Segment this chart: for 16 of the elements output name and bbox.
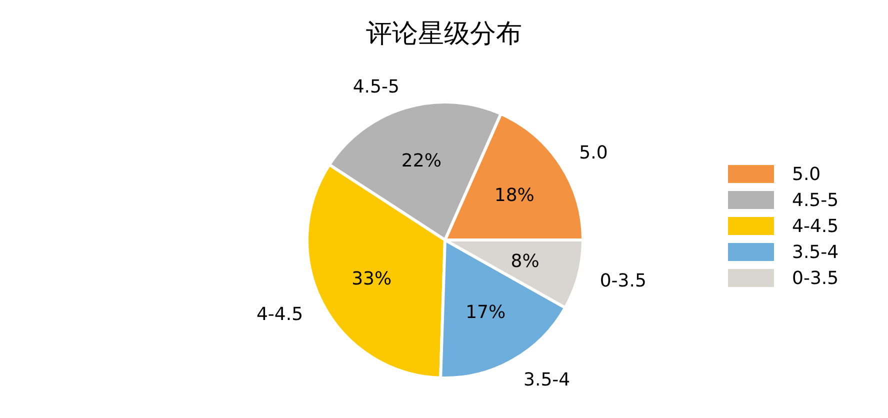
slice-label: 3.5-4 <box>524 369 570 390</box>
slice-label: 4-4.5 <box>256 304 304 326</box>
chart-title: 评论星级分布 <box>366 19 522 49</box>
data-label: 33% <box>352 268 392 290</box>
legend-label: 5.0 <box>792 164 821 185</box>
data-label: 18% <box>494 184 534 206</box>
data-label: 8% <box>510 251 540 272</box>
data-label: 22% <box>401 150 442 172</box>
legend-label: 4.5-5 <box>792 190 839 211</box>
legend-label: 0-3.5 <box>792 268 839 289</box>
legend-label: 3.5-4 <box>792 242 839 263</box>
data-label: 17% <box>466 302 506 324</box>
slice-label: 4.5-5 <box>352 76 400 98</box>
slice-label: 5.0 <box>579 142 608 164</box>
legend-label: 4-4.5 <box>792 216 839 237</box>
slice-label: 0-3.5 <box>600 270 646 292</box>
